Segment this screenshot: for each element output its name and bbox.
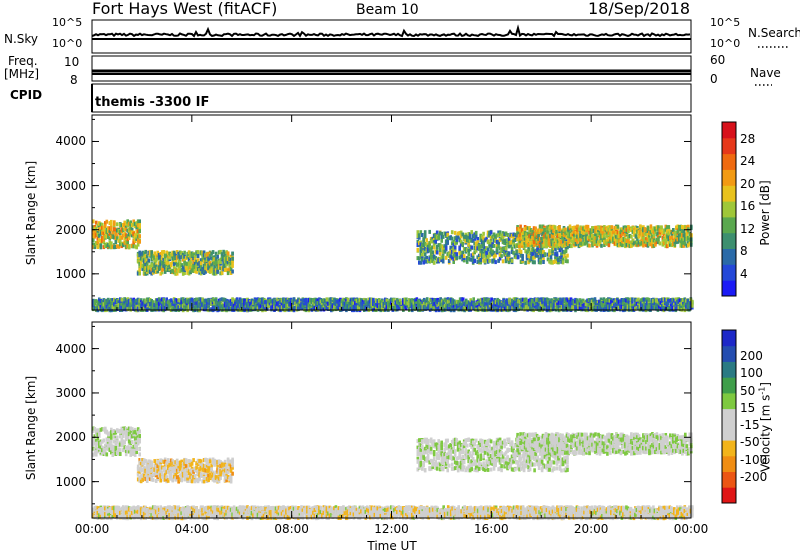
freq-unit-label: [MHz] [4, 67, 40, 81]
power-colorbar-segment [722, 137, 736, 155]
cpid-strip [91, 83, 692, 113]
ytick-label: 3000 [55, 178, 86, 193]
station-title: Fort Hays West (fitACF) [92, 0, 278, 18]
xtick-label: 00:00 [673, 522, 709, 536]
velocity-colorbar-segment [722, 361, 736, 378]
velocity-colorbar-segment [722, 424, 736, 441]
velocity-colorbar-segment [722, 330, 736, 347]
velocity-colorbar-segment [722, 408, 736, 425]
power-colorbar [721, 121, 737, 297]
velocity-colorbar [721, 329, 737, 504]
beam-label: Beam 10 [356, 2, 419, 18]
velocity-ylabel: Slant Range [km] [24, 375, 38, 481]
freq-tick-high: 10 [64, 55, 80, 69]
velocity-colorbar-tick: -200 [740, 470, 768, 485]
xtick-label: 20:00 [573, 522, 609, 536]
freq-strip [91, 55, 692, 82]
time-xlabel: Time UT [367, 539, 417, 553]
power-echo-region-0 [92, 219, 141, 250]
power-colorbar-tick: 12 [740, 221, 756, 236]
nsky-strip [91, 19, 692, 54]
nsky-trace [91, 24, 691, 38]
power-echo-region-3 [516, 224, 693, 249]
velocity-echo-region-1 [136, 457, 234, 484]
velocity-echo-region-3 [516, 432, 693, 456]
velocity-colorbar-tick: 15 [740, 400, 756, 415]
velocity-colorbar-tick: -15 [740, 418, 760, 433]
cpid-text: themis -3300 IF [95, 95, 210, 110]
xtick-label: 00:00 [74, 522, 110, 536]
velocity-plot-area [92, 322, 691, 518]
power-echo-region-1 [136, 249, 234, 276]
power-colorbar-tick: 8 [740, 244, 748, 259]
freq-tick-low: 8 [70, 73, 78, 87]
cpid-label: CPID [10, 88, 43, 102]
power-colorbar-segment [722, 185, 736, 202]
ytick-label: 2000 [55, 430, 86, 445]
velocity-colorbar-segment [722, 471, 736, 488]
power-colorbar-segment [722, 280, 736, 297]
velocity-echo-region-4 [92, 505, 694, 521]
power-echo-region-2 [416, 229, 569, 265]
power-colorbar-segment [722, 216, 736, 234]
velocity-colorbar-tick: -50 [740, 435, 760, 450]
nave-label: Nave [750, 66, 781, 80]
velocity-colorbar-segment [722, 487, 736, 504]
power-colorbar-tick: 16 [740, 199, 756, 214]
velocity-colorbar-tick: 100 [740, 366, 763, 381]
power-colorbar-segment [722, 232, 736, 249]
xtick-label: 04:00 [174, 522, 210, 536]
velocity-echo-region-0 [92, 426, 141, 457]
velocity-colorbar-segment [722, 392, 736, 410]
ytick-label: 4000 [55, 134, 86, 149]
velocity-colorbar-tick: 50 [740, 383, 756, 398]
nsky-label: N.Sky [4, 32, 39, 46]
velocity-colorbar-tick: 200 [740, 348, 763, 363]
power-plot-area [92, 115, 691, 310]
xtick-label: 08:00 [274, 522, 309, 536]
velocity-colorbar-segment [722, 455, 736, 472]
xtick-label: 16:00 [474, 522, 509, 536]
power-colorbar-segment [722, 201, 736, 218]
date-label: 18/Sep/2018 [588, 0, 691, 18]
power-colorbar-tick: 20 [740, 176, 756, 191]
freq-label: Freq. [8, 54, 38, 68]
nsky-tick-low: 10^0 [52, 37, 83, 50]
ytick-label: 4000 [55, 341, 86, 356]
ytick-label: 3000 [55, 385, 86, 400]
velocity-colorbar-segment [722, 440, 736, 457]
ytick-label: 1000 [55, 266, 86, 281]
velocity-echo-region-2 [416, 437, 569, 473]
xtick-label: 12:00 [374, 522, 409, 536]
power-colorbar-segment [722, 169, 736, 186]
power-colorbar-tick: 24 [740, 154, 756, 169]
nsearch-tick-low: 10^0 [710, 37, 741, 50]
power-colorbar-tick: 4 [740, 266, 748, 281]
velocity-colorbar-segment [722, 345, 736, 362]
power-colorbar-segment [722, 122, 736, 139]
power-colorbar-segment [722, 248, 736, 265]
power-colorbar-segment [722, 264, 736, 281]
power-ylabel: Slant Range [km] [24, 160, 38, 266]
velocity-colorbar-tick: -100 [740, 452, 768, 467]
nsky-tick-high: 10^5 [52, 16, 83, 29]
power-colorbar-segment [722, 153, 736, 170]
ytick-label: 1000 [55, 474, 86, 489]
nsearch-label: N.Search [748, 26, 800, 40]
nave-tick-low: 0 [710, 72, 718, 86]
power-colorbar-tick: 28 [740, 131, 756, 146]
velocity-colorbar-segment [722, 377, 736, 394]
nsearch-tick-high: 10^5 [710, 16, 741, 29]
ytick-label: 2000 [55, 222, 86, 237]
power-colorbar-label: Power [dB] [758, 180, 772, 246]
nave-tick-high: 60 [710, 53, 726, 67]
